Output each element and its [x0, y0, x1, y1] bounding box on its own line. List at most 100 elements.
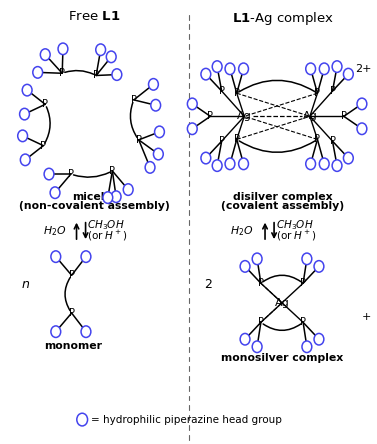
Circle shape	[240, 261, 250, 272]
Text: P: P	[136, 135, 142, 145]
Circle shape	[302, 341, 312, 353]
Text: P: P	[68, 169, 74, 179]
Circle shape	[252, 341, 262, 353]
Circle shape	[44, 168, 54, 180]
Circle shape	[343, 152, 353, 164]
Circle shape	[332, 61, 342, 72]
Text: Ag: Ag	[302, 111, 317, 121]
Text: P: P	[314, 135, 320, 144]
FancyArrowPatch shape	[239, 141, 315, 152]
Text: (or $H^+$): (or $H^+$)	[87, 229, 128, 243]
Circle shape	[225, 158, 235, 170]
Text: P: P	[341, 111, 347, 121]
Circle shape	[33, 67, 43, 78]
Text: $CH_3OH$: $CH_3OH$	[87, 218, 125, 233]
FancyArrowPatch shape	[263, 324, 301, 330]
Text: P: P	[109, 166, 115, 176]
Text: $H_2O$: $H_2O$	[43, 224, 66, 238]
Text: 2+: 2+	[355, 64, 371, 75]
Circle shape	[187, 123, 197, 135]
Circle shape	[145, 162, 155, 173]
Text: P: P	[258, 317, 264, 327]
Text: monomer: monomer	[44, 341, 103, 351]
Text: P: P	[300, 278, 306, 288]
Text: P: P	[59, 68, 65, 78]
Text: 2: 2	[204, 278, 212, 291]
Circle shape	[187, 98, 197, 110]
Circle shape	[225, 63, 235, 75]
Text: P: P	[40, 141, 46, 151]
Text: Ag: Ag	[237, 111, 252, 121]
Text: = hydrophilic piperazine head group: = hydrophilic piperazine head group	[91, 415, 282, 424]
Circle shape	[201, 152, 211, 164]
Circle shape	[357, 123, 367, 135]
FancyArrowPatch shape	[263, 275, 301, 281]
Text: (non-covalent assembly): (non-covalent assembly)	[19, 201, 170, 211]
Circle shape	[50, 187, 60, 198]
Circle shape	[302, 253, 312, 265]
Circle shape	[18, 130, 28, 142]
Circle shape	[123, 184, 133, 195]
Text: (covalent assembly): (covalent assembly)	[221, 201, 344, 211]
Circle shape	[149, 79, 158, 90]
FancyArrowPatch shape	[130, 103, 137, 138]
Text: P: P	[219, 86, 225, 96]
Circle shape	[306, 63, 316, 75]
Circle shape	[111, 191, 121, 202]
Text: P: P	[93, 71, 99, 80]
Text: $CH_3OH$: $CH_3OH$	[276, 218, 314, 233]
Circle shape	[357, 98, 367, 110]
Circle shape	[212, 160, 222, 171]
Text: P: P	[207, 111, 213, 121]
Text: P: P	[42, 99, 48, 109]
Circle shape	[343, 68, 353, 80]
Text: P: P	[314, 88, 320, 98]
Circle shape	[40, 49, 50, 60]
Text: disilver complex: disilver complex	[233, 192, 333, 202]
Circle shape	[153, 148, 163, 160]
Circle shape	[332, 160, 342, 171]
Text: P: P	[69, 308, 75, 318]
Text: P: P	[219, 136, 225, 146]
FancyArrowPatch shape	[65, 71, 93, 74]
Circle shape	[212, 61, 222, 72]
FancyArrowPatch shape	[74, 172, 110, 177]
Circle shape	[81, 251, 91, 262]
Circle shape	[155, 126, 164, 138]
Text: micelle: micelle	[72, 192, 116, 202]
Text: $\mathbf{L1}$-Ag complex: $\mathbf{L1}$-Ag complex	[232, 10, 334, 27]
Circle shape	[239, 158, 248, 170]
Text: P: P	[234, 88, 240, 98]
Circle shape	[314, 261, 324, 272]
Text: P: P	[69, 270, 75, 280]
Circle shape	[20, 108, 29, 120]
Circle shape	[96, 44, 106, 56]
Text: Ag: Ag	[274, 298, 290, 308]
Text: n: n	[22, 278, 29, 291]
Text: P: P	[131, 95, 137, 105]
FancyArrowPatch shape	[239, 80, 315, 92]
Circle shape	[314, 333, 324, 345]
Text: P: P	[234, 135, 240, 144]
Text: monosilver complex: monosilver complex	[221, 353, 343, 363]
Circle shape	[252, 253, 262, 265]
Circle shape	[51, 251, 61, 262]
Text: (or $H^+$): (or $H^+$)	[276, 229, 317, 243]
Circle shape	[58, 43, 68, 55]
Text: Free $\mathbf{L1}$: Free $\mathbf{L1}$	[68, 10, 120, 23]
Circle shape	[22, 84, 32, 96]
Circle shape	[51, 326, 61, 337]
Circle shape	[20, 154, 30, 166]
Circle shape	[239, 63, 248, 75]
Circle shape	[319, 158, 329, 170]
Circle shape	[81, 326, 91, 337]
Circle shape	[306, 158, 316, 170]
Text: P: P	[258, 278, 264, 288]
Circle shape	[106, 51, 116, 63]
Circle shape	[77, 413, 87, 426]
Text: $H_2O$: $H_2O$	[230, 224, 253, 238]
FancyArrowPatch shape	[65, 278, 70, 311]
FancyArrowPatch shape	[45, 107, 50, 143]
Text: P: P	[329, 86, 336, 96]
Circle shape	[112, 69, 122, 80]
